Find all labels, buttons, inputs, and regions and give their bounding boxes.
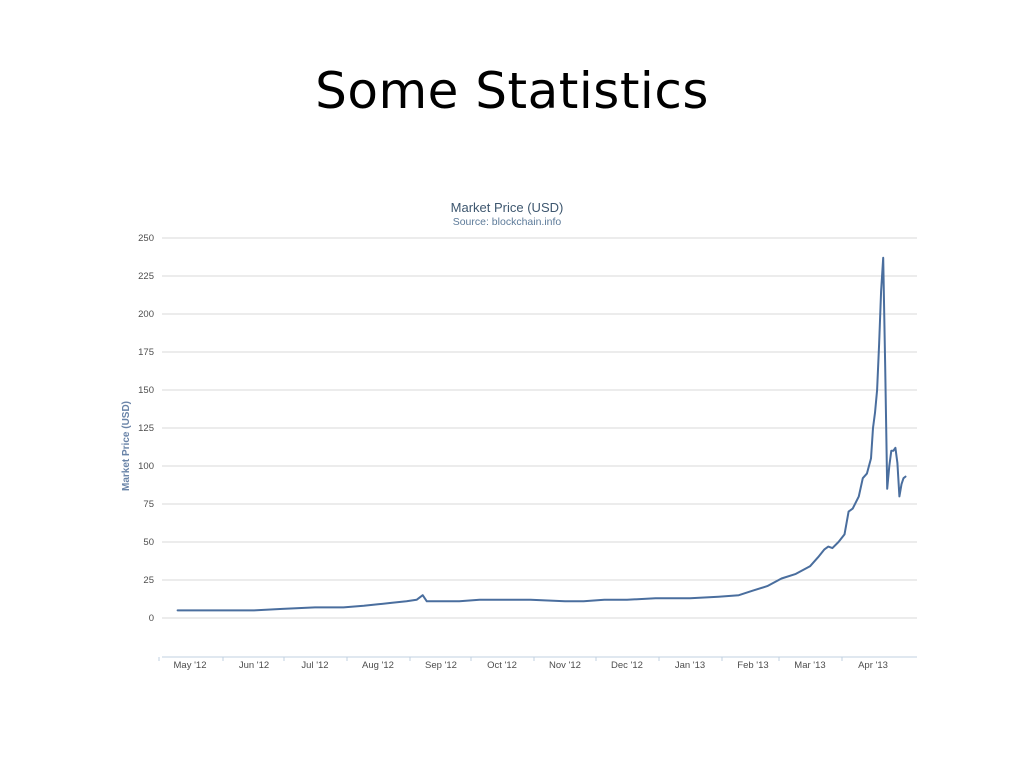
x-tick-label: Jan '13 [675,660,705,671]
y-tick-label: 100 [138,461,154,472]
chart-subtitle: Source: blockchain.info [453,216,562,228]
y-axis-label: Market Price (USD) [121,401,132,491]
y-tick-label: 200 [138,309,154,320]
x-tick-label: Sep '12 [425,660,457,671]
x-tick-label: May '12 [174,660,207,671]
x-tick-label: Jun '12 [239,660,269,671]
y-tick-label: 25 [143,575,154,586]
y-tick-labels: 0 25 50 75 100 125 150 175 200 225 250 [138,233,154,624]
x-tick-label: Feb '13 [737,660,768,671]
y-tick-label: 225 [138,271,154,282]
y-tick-label: 50 [143,537,154,548]
y-tick-label: 250 [138,233,154,244]
y-tick-label: 0 [149,613,154,624]
y-tick-label: 150 [138,385,154,396]
x-tick-label: Oct '12 [487,660,517,671]
series-layer [176,256,907,612]
y-tick-label: 125 [138,423,154,434]
x-tick-labels: May '12 Jun '12 Jul '12 Aug '12 Sep '12 Oct '… [174,660,888,671]
x-tick-label: Aug '12 [362,660,394,671]
y-tick-label: 175 [138,347,154,358]
grid-lines [162,237,917,619]
price-series-line [176,256,907,612]
x-tick-label: Apr '13 [858,660,888,671]
x-tick-label: Mar '13 [794,660,825,671]
x-tick-label: Jul '12 [301,660,328,671]
slide-title: Some Statistics [315,62,709,120]
y-tick-label: 75 [143,499,154,510]
chart-title: Market Price (USD) [451,200,564,215]
x-tick-label: Dec '12 [611,660,643,671]
axes [158,656,917,661]
x-tick-label: Nov '12 [549,660,581,671]
